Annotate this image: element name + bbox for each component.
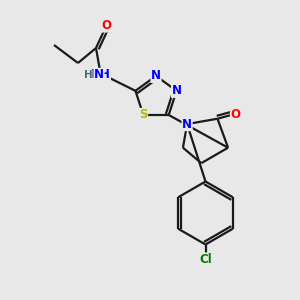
- Text: O: O: [101, 19, 112, 32]
- Text: S: S: [139, 109, 148, 122]
- Text: N: N: [182, 118, 192, 130]
- Text: Cl: Cl: [199, 253, 212, 266]
- Text: N: N: [151, 69, 161, 82]
- Text: N: N: [94, 68, 104, 82]
- Text: N: N: [172, 84, 182, 97]
- Text: H: H: [83, 70, 92, 80]
- Text: O: O: [230, 108, 241, 121]
- Text: NH: NH: [91, 68, 110, 82]
